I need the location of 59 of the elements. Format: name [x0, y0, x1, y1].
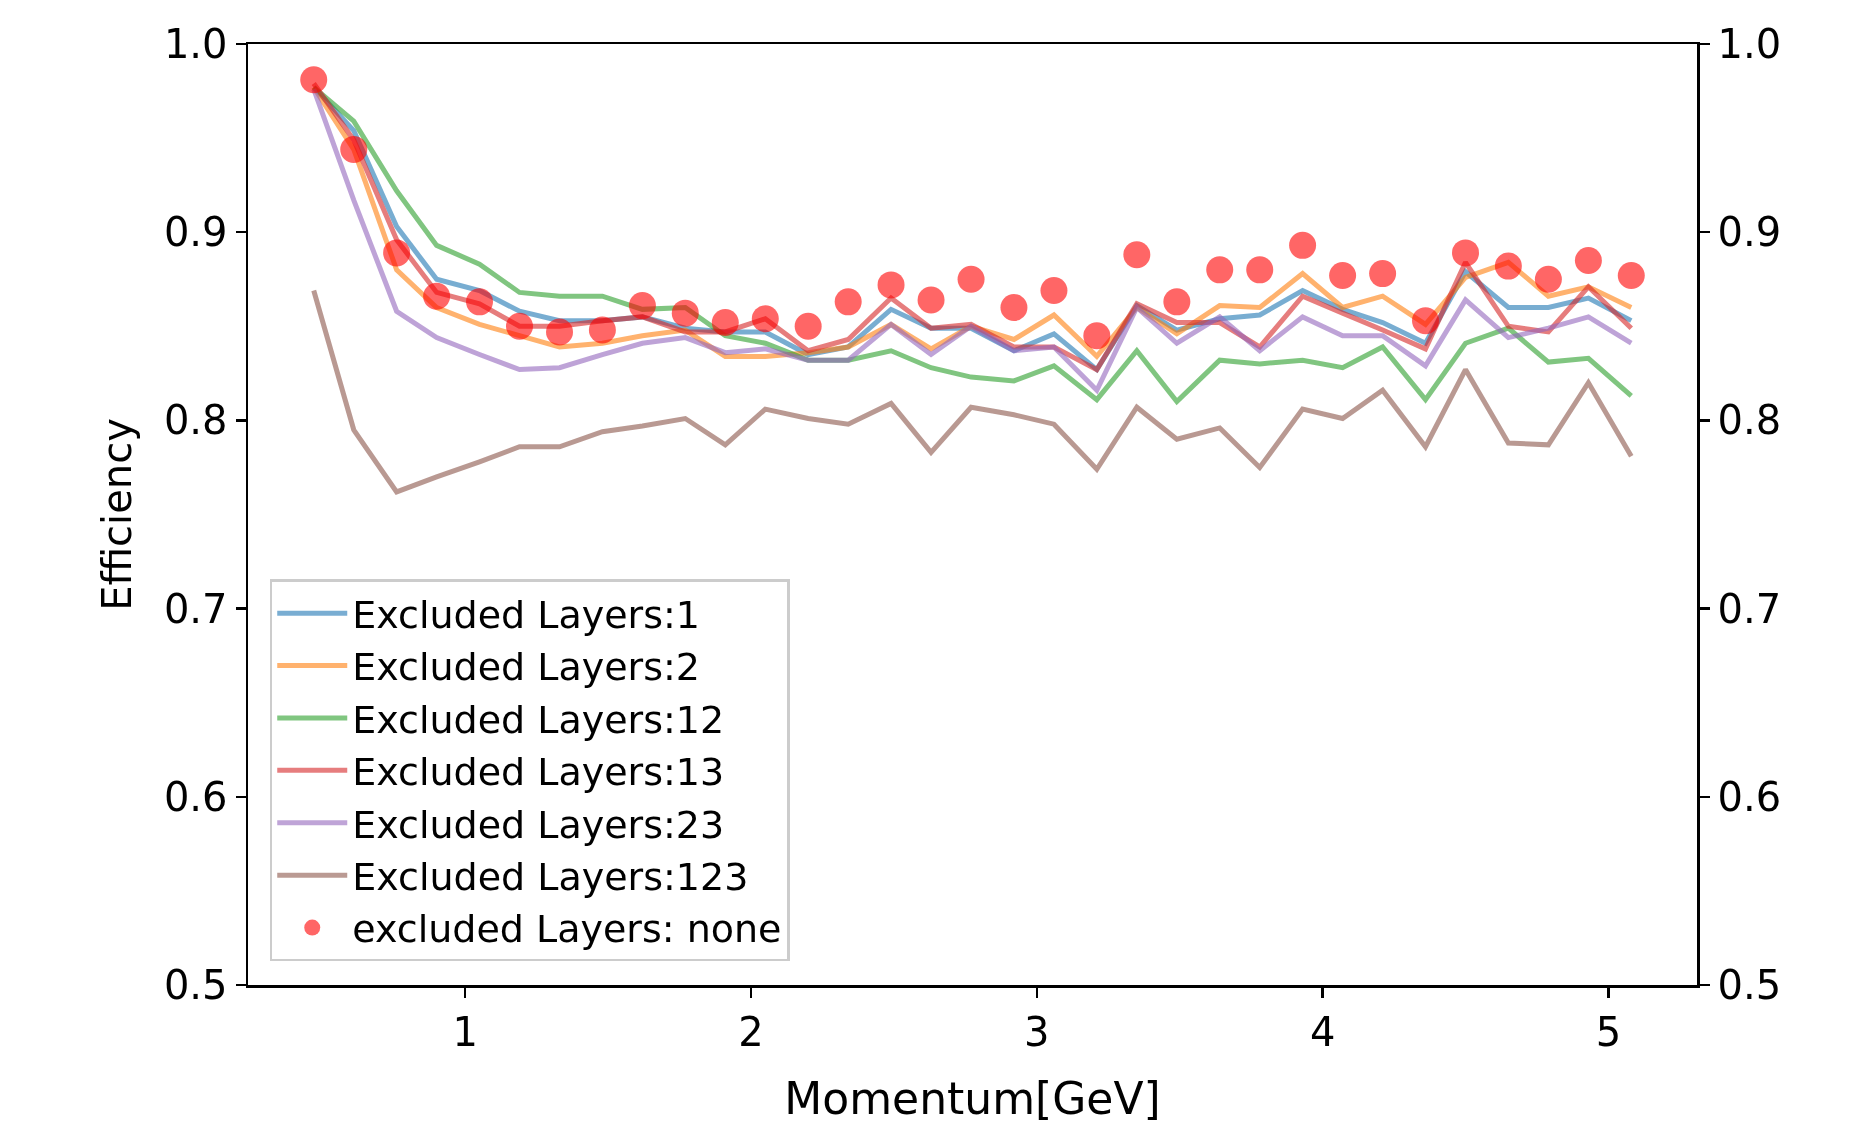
y2-tick-label: 0.7: [1717, 585, 1782, 632]
x-tick-label: 3: [1024, 1008, 1050, 1055]
point: [628, 292, 656, 320]
x-axis-title: Momentum[GeV]: [784, 1073, 1161, 1125]
point: [300, 66, 328, 94]
point: [1452, 239, 1479, 267]
point: [1329, 261, 1357, 289]
point: [588, 316, 616, 344]
point: [834, 288, 862, 316]
point: [1206, 256, 1234, 284]
legend-label: Excluded Layers:13: [352, 750, 725, 795]
point: [546, 318, 574, 346]
y2-tick-label: 0.9: [1717, 209, 1782, 256]
point: [751, 305, 779, 333]
point: [506, 312, 534, 340]
y-tick-label: 0.7: [163, 585, 228, 632]
point: [1123, 241, 1151, 269]
point: [1412, 307, 1439, 335]
x-tick-label: 1: [452, 1008, 478, 1055]
y2-tick-label: 0.6: [1717, 773, 1782, 820]
point: [1083, 322, 1111, 350]
point: [711, 309, 739, 337]
point: [1617, 261, 1645, 289]
y2-tick-label: 0.8: [1717, 397, 1782, 444]
point: [1534, 265, 1562, 293]
y-axis-title: Efficiency: [94, 418, 141, 611]
point: [877, 271, 905, 299]
point: [1040, 277, 1068, 305]
point: [1163, 288, 1191, 316]
x-tick-label: 2: [738, 1008, 764, 1055]
y2-tick-label: 0.5: [1717, 962, 1782, 1008]
x-tick-label: 4: [1309, 1008, 1336, 1055]
legend-label: Excluded Layers:1: [352, 592, 701, 637]
y-tick-label: 0.9: [163, 209, 228, 256]
y2-tick-label: 1.0: [1717, 21, 1782, 67]
point: [1494, 252, 1522, 280]
point: [1289, 231, 1317, 259]
y-tick-label: 0.6: [163, 773, 228, 820]
point: [423, 282, 451, 310]
point: [1000, 293, 1028, 321]
legend-label: Excluded Layers:23: [352, 802, 725, 847]
point: [794, 312, 822, 340]
point: [917, 286, 945, 314]
legend-label: Excluded Layers:12: [352, 697, 725, 742]
y-tick-label: 0.8: [163, 397, 228, 444]
legend-label: Excluded Layers:123: [352, 854, 749, 899]
point: [1574, 246, 1602, 274]
y-tick-label: 0.5: [163, 962, 228, 1008]
point: [671, 299, 699, 327]
point: [1369, 260, 1397, 288]
point: [957, 265, 985, 293]
x-tick-label: 5: [1595, 1008, 1622, 1055]
y-tick-label: 1.0: [163, 21, 228, 67]
point: [383, 239, 411, 267]
point: [340, 135, 368, 163]
legend-label: excluded Layers: none: [352, 907, 782, 952]
legend-label: Excluded Layers:2: [352, 645, 701, 690]
point: [1246, 256, 1274, 284]
point: [466, 288, 493, 316]
